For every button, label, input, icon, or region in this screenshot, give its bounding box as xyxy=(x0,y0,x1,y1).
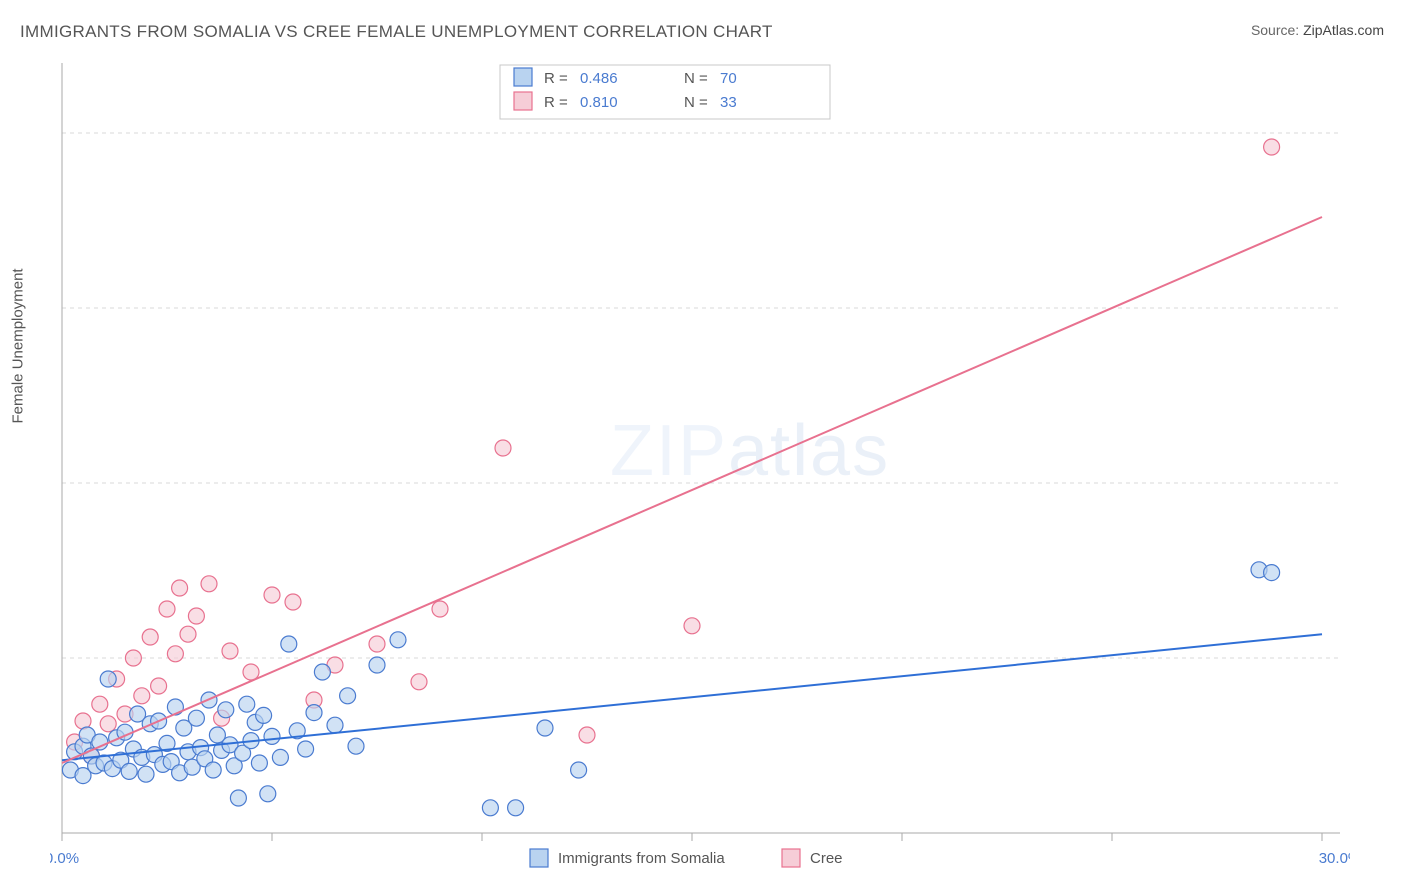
source-attribution: Source: ZipAtlas.com xyxy=(1251,22,1384,38)
data-point xyxy=(314,664,330,680)
data-point xyxy=(260,786,276,802)
trend-line xyxy=(62,217,1322,763)
data-point xyxy=(264,587,280,603)
data-point xyxy=(348,738,364,754)
data-point xyxy=(134,688,150,704)
data-point xyxy=(121,763,137,779)
data-point xyxy=(369,636,385,652)
legend-text: N = xyxy=(684,70,708,87)
legend-text: R = xyxy=(544,70,568,87)
data-point xyxy=(495,440,511,456)
data-point xyxy=(180,626,196,642)
source-value: ZipAtlas.com xyxy=(1303,22,1384,38)
data-point xyxy=(125,650,141,666)
data-point xyxy=(142,629,158,645)
x-tick-label: 30.0% xyxy=(1319,850,1350,867)
data-point xyxy=(188,608,204,624)
data-point xyxy=(281,636,297,652)
data-point xyxy=(138,766,154,782)
data-point xyxy=(264,728,280,744)
data-point xyxy=(239,696,255,712)
data-point xyxy=(537,720,553,736)
legend-text: 0.486 xyxy=(580,70,618,87)
data-point xyxy=(327,717,343,733)
data-point xyxy=(172,580,188,596)
data-point xyxy=(256,707,272,723)
chart-title: IMMIGRANTS FROM SOMALIA VS CREE FEMALE U… xyxy=(20,22,773,42)
legend-swatch xyxy=(514,92,532,110)
data-point xyxy=(482,800,498,816)
legend-label: Cree xyxy=(810,850,843,867)
data-point xyxy=(369,657,385,673)
data-point xyxy=(508,800,524,816)
source-label: Source: xyxy=(1251,22,1303,38)
legend-label: Immigrants from Somalia xyxy=(558,850,725,867)
data-point xyxy=(230,790,246,806)
data-point xyxy=(151,678,167,694)
data-point xyxy=(167,699,183,715)
data-point xyxy=(571,762,587,778)
data-point xyxy=(306,705,322,721)
data-point xyxy=(432,601,448,617)
data-point xyxy=(218,702,234,718)
data-point xyxy=(684,618,700,634)
data-point xyxy=(159,601,175,617)
data-point xyxy=(272,749,288,765)
legend-text: 70 xyxy=(720,70,737,87)
data-point xyxy=(1264,565,1280,581)
legend-swatch xyxy=(782,849,800,867)
chart-plot-area: 12.5%25.0%37.5%50.0%ZIPatlas0.0%30.0%R =… xyxy=(50,55,1350,845)
data-point xyxy=(298,741,314,757)
chart-svg: 12.5%25.0%37.5%50.0%ZIPatlas0.0%30.0%R =… xyxy=(50,55,1350,889)
legend-text: R = xyxy=(544,94,568,111)
data-point xyxy=(188,710,204,726)
data-point xyxy=(1264,139,1280,155)
data-point xyxy=(222,643,238,659)
data-point xyxy=(579,727,595,743)
data-point xyxy=(92,696,108,712)
y-axis-label: Female Unemployment xyxy=(10,268,27,423)
data-point xyxy=(201,576,217,592)
data-point xyxy=(411,674,427,690)
data-point xyxy=(251,755,267,771)
data-point xyxy=(285,594,301,610)
data-point xyxy=(100,716,116,732)
legend-swatch xyxy=(530,849,548,867)
legend-swatch xyxy=(514,68,532,86)
data-point xyxy=(167,646,183,662)
data-point xyxy=(100,671,116,687)
data-point xyxy=(205,762,221,778)
legend-text: 0.810 xyxy=(580,94,618,111)
legend-text: N = xyxy=(684,94,708,111)
legend-text: 33 xyxy=(720,94,737,111)
data-point xyxy=(390,632,406,648)
x-tick-label: 0.0% xyxy=(50,850,79,867)
data-point xyxy=(340,688,356,704)
